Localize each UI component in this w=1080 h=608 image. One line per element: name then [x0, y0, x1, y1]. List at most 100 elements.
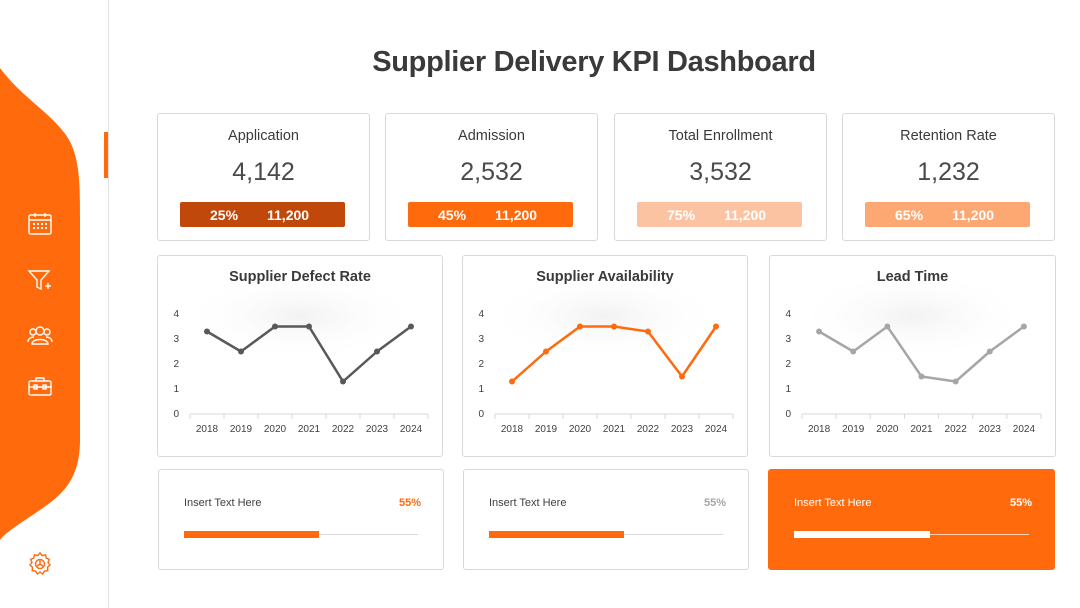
- kpi-percent: 75%: [667, 207, 696, 223]
- chart-title: Supplier Availability: [536, 269, 674, 285]
- kpi-progress-bar: 65% 11,200: [865, 202, 1030, 227]
- x-tick-label: 2024: [400, 424, 423, 435]
- kpi-target: 11,200: [724, 207, 767, 223]
- data-point: [1020, 323, 1027, 330]
- x-tick-label: 2023: [671, 424, 694, 435]
- x-tick-label: 2022: [637, 424, 660, 435]
- data-point: [238, 348, 244, 355]
- y-tick-label: 4: [785, 309, 791, 320]
- x-tick-label: 2021: [298, 424, 321, 435]
- kpi-target: 11,200: [267, 207, 310, 223]
- progress-label: Insert Text Here: [184, 497, 262, 509]
- kpi-card-admission[interactable]: Admission 2,532 45% 11,200: [385, 113, 598, 241]
- kpi-card-application[interactable]: Application 4,142 25% 11,200: [157, 113, 370, 241]
- data-point: [408, 323, 414, 330]
- x-tick-label: 2019: [230, 424, 253, 435]
- data-point: [816, 328, 823, 335]
- data-point: [611, 323, 617, 330]
- y-tick-label: 0: [478, 409, 484, 420]
- data-point: [986, 348, 993, 355]
- chart-card-defect-rate: 0 1 2 3 4 2018 2019 2020 2021 2022 2023 2024 Suppli…: [157, 255, 443, 457]
- progress-fill: [794, 531, 930, 538]
- gear-icon[interactable]: [26, 550, 54, 578]
- data-point: [713, 323, 719, 330]
- progress-card[interactable]: Insert Text Here 55%: [463, 469, 749, 570]
- data-point: [918, 373, 925, 380]
- x-tick-label: 2020: [876, 424, 899, 435]
- data-point: [952, 378, 959, 385]
- progress-percent: 55%: [703, 497, 726, 509]
- progress-percent: 55%: [1009, 497, 1032, 509]
- kpi-label: Total Enrollment: [668, 128, 773, 144]
- kpi-label: Admission: [458, 128, 525, 144]
- y-tick-label: 0: [173, 409, 179, 420]
- line-chart: 0 1 2 3 4 2018 2019 2020 2021 2022 2023 2024: [173, 271, 429, 435]
- x-tick-label: 2018: [501, 424, 524, 435]
- kpi-progress-bar: 25% 11,200: [180, 202, 345, 227]
- x-tick-label: 2019: [535, 424, 558, 435]
- chart-title-glow: [792, 271, 1033, 361]
- kpi-percent: 65%: [895, 207, 924, 223]
- line-chart: 0 1 2 3 4 2018 2019 2020 2021 2022 2023 2024: [785, 271, 1042, 435]
- y-tick-label: 1: [785, 384, 791, 395]
- line-chart: 0 1 2 3 4 2018 2019 2020 2021 2022 2023 2024: [478, 271, 734, 435]
- y-tick-label: 1: [478, 384, 484, 395]
- kpi-value: 2,532: [460, 158, 523, 186]
- y-tick-label: 3: [478, 334, 484, 345]
- x-tick-label: 2021: [910, 424, 933, 435]
- kpi-card-total-enrollment[interactable]: Total Enrollment 3,532 75% 11,200: [614, 113, 827, 241]
- x-tick-label: 2024: [705, 424, 728, 435]
- data-point: [884, 323, 891, 330]
- progress-card[interactable]: Insert Text Here 55%: [158, 469, 444, 570]
- kpi-value: 4,142: [232, 158, 295, 186]
- x-tick-label: 2021: [603, 424, 626, 435]
- data-point: [340, 378, 346, 385]
- data-point: [577, 323, 583, 330]
- kpi-progress-bar: 45% 11,200: [408, 202, 573, 227]
- y-tick-label: 1: [173, 384, 179, 395]
- x-tick-label: 2022: [332, 424, 355, 435]
- kpi-value: 3,532: [689, 158, 752, 186]
- kpi-value: 1,232: [917, 158, 980, 186]
- data-point: [509, 378, 515, 385]
- progress-label: Insert Text Here: [489, 497, 567, 509]
- data-point: [543, 348, 549, 355]
- data-point: [850, 348, 857, 355]
- x-tick-label: 2018: [808, 424, 831, 435]
- data-point: [204, 328, 210, 335]
- progress-fill: [184, 531, 319, 538]
- chart-title-glow: [485, 271, 725, 361]
- data-point: [272, 323, 278, 330]
- x-tick-label: 2020: [569, 424, 592, 435]
- chart-title: Supplier Defect Rate: [229, 269, 371, 285]
- x-tick-label: 2020: [264, 424, 287, 435]
- y-tick-label: 2: [478, 359, 484, 370]
- y-tick-label: 3: [785, 334, 791, 345]
- y-tick-label: 2: [173, 359, 179, 370]
- data-point: [374, 348, 380, 355]
- data-point: [679, 373, 685, 380]
- toolbox-icon[interactable]: [26, 373, 54, 401]
- active-nav-indicator: [104, 132, 108, 178]
- progress-fill: [489, 531, 624, 538]
- kpi-percent: 45%: [438, 207, 467, 223]
- progress-card-highlighted[interactable]: Insert Text Here 55%: [768, 469, 1055, 570]
- progress-label: Insert Text Here: [794, 497, 872, 509]
- kpi-card-retention-rate[interactable]: Retention Rate 1,232 65% 11,200: [842, 113, 1055, 241]
- users-icon[interactable]: [26, 321, 54, 349]
- chart-card-lead-time: 0 1 2 3 4 2018 2019 2020 2021 2022 2023 2024 Lead T…: [769, 255, 1056, 457]
- x-tick-label: 2018: [196, 424, 219, 435]
- calendar-icon[interactable]: [26, 210, 54, 238]
- funnel-plus-icon[interactable]: [26, 266, 54, 294]
- chart-title-glow: [180, 271, 420, 361]
- sidebar: [0, 0, 109, 608]
- kpi-percent: 25%: [210, 207, 239, 223]
- data-point: [306, 323, 312, 330]
- kpi-target: 11,200: [495, 207, 538, 223]
- chart-title: Lead Time: [876, 269, 949, 285]
- data-point: [645, 328, 651, 335]
- y-tick-label: 4: [173, 309, 179, 320]
- y-tick-label: 2: [785, 359, 791, 370]
- kpi-label: Retention Rate: [900, 128, 997, 144]
- x-tick-label: 2023: [979, 424, 1002, 435]
